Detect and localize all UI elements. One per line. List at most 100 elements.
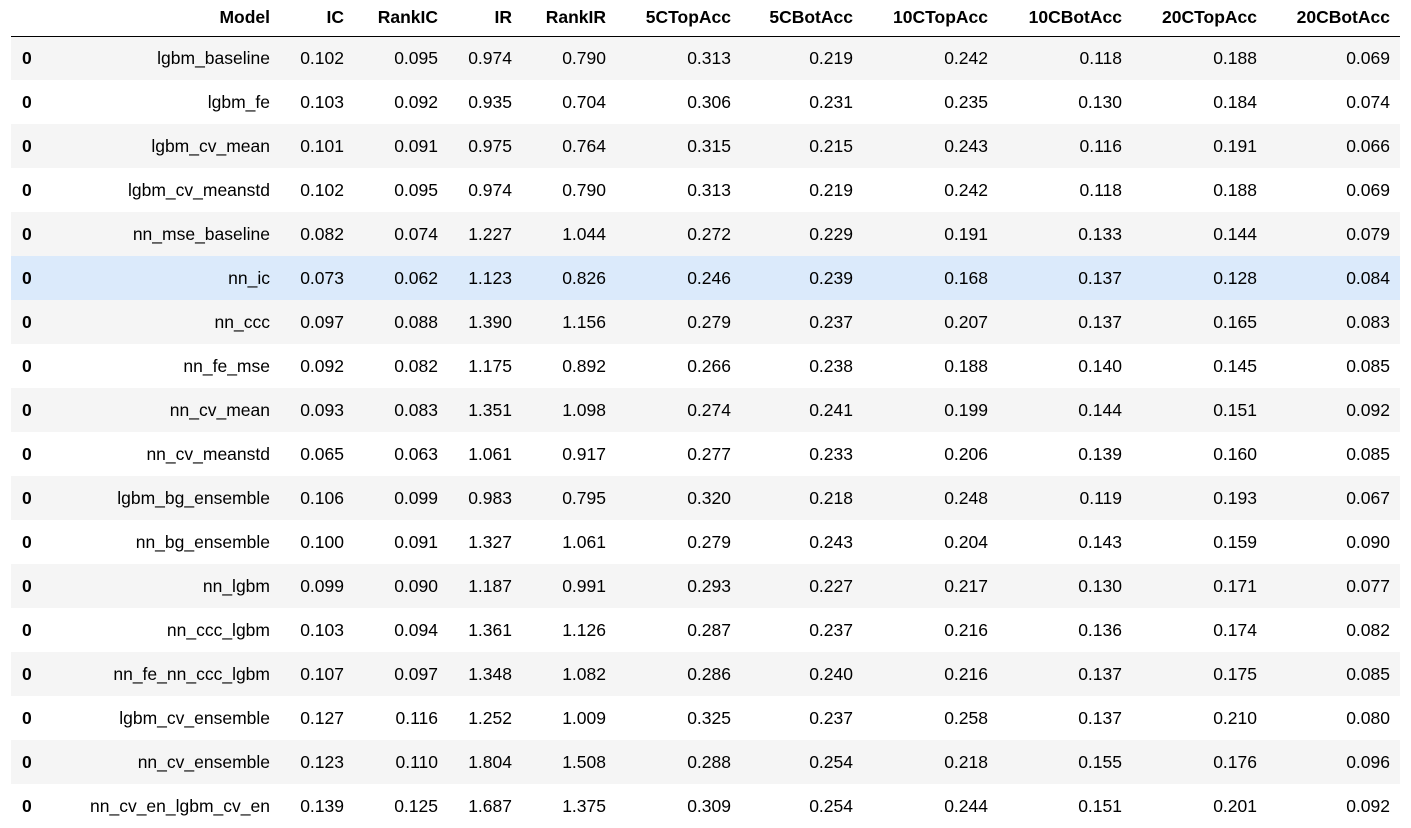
- metric-cell: 0.065: [300, 443, 344, 464]
- metric-cell: 0.325: [687, 707, 731, 728]
- table-row[interactable]: 0 lgbm_cv_meanstd 0.102 0.095 0.974 0.790 0.31…: [11, 168, 1400, 212]
- metric-cell: 0.218: [809, 487, 853, 508]
- model-name-cell: lgbm_cv_meanstd: [127, 179, 270, 200]
- results-table: Model IC RankIC IR RankIR 5CTopAcc 5CBotAcc 10C…: [11, 0, 1400, 828]
- metric-cell: 0.191: [944, 223, 988, 244]
- metric-cell: 0.206: [944, 443, 988, 464]
- table-row[interactable]: 0 nn_ccc 0.097 0.088 1.390 1.156 0.279 0.237 0.2…: [11, 300, 1400, 344]
- metric-cell: 0.188: [1213, 47, 1257, 68]
- metric-cell: 0.118: [1079, 179, 1123, 200]
- metric-cell: 0.116: [395, 707, 439, 728]
- metric-cell: 0.091: [394, 135, 438, 156]
- metric-cell: 0.103: [300, 619, 344, 640]
- metric-cell: 1.804: [468, 751, 512, 772]
- metric-cell: 0.917: [562, 443, 606, 464]
- metric-cell: 0.174: [1213, 619, 1257, 640]
- column-header: RankIC: [354, 0, 448, 37]
- table-row[interactable]: 0 nn_cv_meanstd 0.065 0.063 1.061 0.917 0.277 0…: [11, 432, 1400, 476]
- metric-cell: 0.244: [944, 795, 988, 816]
- metric-cell: 0.279: [687, 531, 731, 552]
- model-name-cell: lgbm_cv_ensemble: [119, 707, 270, 728]
- metric-cell: 0.239: [809, 267, 853, 288]
- row-index: 0: [22, 179, 32, 200]
- metric-cell: 0.266: [687, 355, 731, 376]
- metric-cell: 0.237: [809, 619, 853, 640]
- model-name-cell: nn_cv_ensemble: [137, 751, 270, 772]
- metric-cell: 0.199: [944, 399, 988, 420]
- table-row[interactable]: 0 lgbm_bg_ensemble 0.106 0.099 0.983 0.795 0.3…: [11, 476, 1400, 520]
- metric-cell: 1.508: [562, 751, 606, 772]
- metric-cell: 0.082: [300, 223, 344, 244]
- metric-cell: 0.288: [687, 751, 731, 772]
- metric-cell: 0.790: [562, 47, 606, 68]
- metric-cell: 0.083: [394, 399, 438, 420]
- metric-cell: 0.790: [562, 179, 606, 200]
- metric-cell: 0.231: [809, 91, 853, 112]
- metric-cell: 0.227: [809, 575, 853, 596]
- metric-cell: 0.137: [1078, 267, 1122, 288]
- model-name-cell: nn_ccc_lgbm: [166, 619, 270, 640]
- metric-cell: 1.361: [468, 619, 512, 640]
- metric-cell: 0.130: [1078, 91, 1122, 112]
- metric-cell: 0.079: [1346, 223, 1390, 244]
- metric-cell: 0.069: [1346, 179, 1390, 200]
- model-name-cell: nn_mse_baseline: [132, 223, 270, 244]
- metric-cell: 0.139: [300, 795, 344, 816]
- metric-cell: 0.229: [809, 223, 853, 244]
- metric-cell: 0.085: [1346, 443, 1390, 464]
- metric-cell: 0.217: [944, 575, 988, 596]
- model-name-cell: nn_cv_en_lgbm_cv_en: [90, 795, 270, 816]
- table-row[interactable]: 0 nn_lgbm 0.099 0.090 1.187 0.991 0.293 0.227 0.…: [11, 564, 1400, 608]
- metric-cell: 0.085: [1346, 663, 1390, 684]
- metric-cell: 0.133: [1078, 223, 1122, 244]
- table-row[interactable]: 0 lgbm_cv_ensemble 0.127 0.116 1.252 1.009 0.3…: [11, 696, 1400, 740]
- row-index: 0: [22, 223, 32, 244]
- model-name-cell: nn_ccc: [214, 311, 270, 332]
- metric-cell: 0.145: [1213, 355, 1257, 376]
- row-index: 0: [22, 135, 32, 156]
- metric-cell: 0.102: [300, 179, 344, 200]
- metric-cell: 1.123: [468, 267, 512, 288]
- metric-cell: 0.151: [1078, 795, 1122, 816]
- table-row[interactable]: 0 nn_ic 0.073 0.062 1.123 0.826 0.246 0.239 0.16…: [11, 256, 1400, 300]
- metric-cell: 1.187: [468, 575, 512, 596]
- metric-cell: 0.125: [394, 795, 438, 816]
- metric-cell: 0.188: [1213, 179, 1257, 200]
- metric-cell: 0.258: [944, 707, 988, 728]
- metric-cell: 0.246: [687, 267, 731, 288]
- table-row[interactable]: 0 nn_cv_en_lgbm_cv_en 0.139 0.125 1.687 1.375…: [11, 784, 1400, 828]
- metric-cell: 0.795: [562, 487, 606, 508]
- table-header: Model IC RankIC IR RankIR 5CTopAcc 5CBotAcc 10C…: [11, 0, 1400, 37]
- metric-cell: 0.315: [687, 135, 731, 156]
- metric-cell: 0.191: [1213, 135, 1257, 156]
- metric-cell: 0.764: [562, 135, 606, 156]
- metric-cell: 1.082: [562, 663, 606, 684]
- metric-cell: 0.063: [394, 443, 438, 464]
- metric-cell: 1.348: [468, 663, 512, 684]
- table-row[interactable]: 0 nn_cv_mean 0.093 0.083 1.351 1.098 0.274 0.24…: [11, 388, 1400, 432]
- table-row[interactable]: 0 nn_fe_nn_ccc_lgbm 0.107 0.097 1.348 1.082 0.…: [11, 652, 1400, 696]
- table-row[interactable]: 0 lgbm_fe 0.103 0.092 0.935 0.704 0.306 0.231 0.…: [11, 80, 1400, 124]
- metric-cell: 0.093: [300, 399, 344, 420]
- model-name-cell: lgbm_bg_ensemble: [117, 487, 270, 508]
- metric-cell: 0.218: [944, 751, 988, 772]
- metric-cell: 0.110: [395, 751, 439, 772]
- table-row[interactable]: 0 nn_ccc_lgbm 0.103 0.094 1.361 1.126 0.287 0.2…: [11, 608, 1400, 652]
- table-row[interactable]: 0 lgbm_cv_mean 0.101 0.091 0.975 0.764 0.315 0.…: [11, 124, 1400, 168]
- table-row[interactable]: 0 nn_mse_baseline 0.082 0.074 1.227 1.044 0.27…: [11, 212, 1400, 256]
- metric-cell: 1.390: [468, 311, 512, 332]
- metric-cell: 0.067: [1346, 487, 1390, 508]
- table-row[interactable]: 0 nn_bg_ensemble 0.100 0.091 1.327 1.061 0.279…: [11, 520, 1400, 564]
- table-row[interactable]: 0 nn_fe_mse 0.092 0.082 1.175 0.892 0.266 0.238…: [11, 344, 1400, 388]
- model-name-cell: nn_ic: [228, 267, 270, 288]
- metric-cell: 0.248: [944, 487, 988, 508]
- metric-cell: 0.074: [394, 223, 438, 244]
- metric-cell: 1.351: [468, 399, 512, 420]
- metric-cell: 0.160: [1213, 443, 1257, 464]
- table-row[interactable]: 0 nn_cv_ensemble 0.123 0.110 1.804 1.508 0.288…: [11, 740, 1400, 784]
- column-header: 10CTopAcc: [863, 0, 998, 37]
- metric-cell: 0.241: [809, 399, 853, 420]
- metric-cell: 0.219: [809, 179, 853, 200]
- table-row[interactable]: 0 lgbm_baseline 0.102 0.095 0.974 0.790 0.313 0…: [11, 36, 1400, 80]
- metric-cell: 0.136: [1078, 619, 1122, 640]
